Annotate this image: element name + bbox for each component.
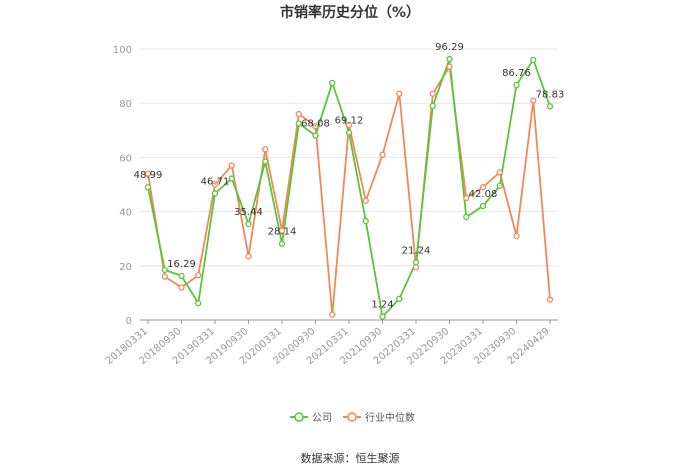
data-point	[161, 273, 168, 280]
x-axis: 2018033120180930201903312019093020200331…	[104, 319, 558, 367]
data-point	[479, 202, 487, 210]
data-point	[546, 103, 554, 110]
data-label: 69.12	[335, 116, 364, 127]
y-tick-label: 20	[119, 262, 132, 273]
data-label: 1.24	[371, 300, 393, 311]
data-label: 96.29	[435, 42, 464, 53]
chart-title: 市销率历史分位（%）	[280, 4, 420, 21]
data-point	[463, 194, 470, 202]
data-point	[345, 129, 353, 136]
data-point	[329, 311, 336, 318]
data-point	[262, 158, 269, 165]
data-point	[379, 151, 386, 158]
data-label: 42.08	[469, 189, 498, 200]
data-point	[429, 90, 436, 97]
data-labels: 48.99 16.29 46.71 35.44 28.14 68.08 69.12 1.24 2…	[134, 42, 565, 311]
data-point	[278, 227, 286, 234]
data-point	[144, 170, 152, 177]
data-point	[396, 295, 403, 303]
data-point	[496, 169, 503, 176]
series-points	[144, 55, 554, 320]
y-axis: 0 20 40 60 80 100	[113, 45, 132, 327]
data-point	[396, 90, 403, 97]
data-point	[496, 182, 503, 190]
data-point	[278, 240, 286, 247]
data-point	[530, 97, 537, 104]
data-point	[362, 217, 369, 225]
data-point	[228, 175, 235, 182]
data-label: 21.24	[402, 245, 431, 256]
data-point	[412, 259, 420, 266]
y-tick-label: 0	[126, 316, 132, 327]
data-label: 35.44	[234, 207, 263, 218]
legend-label: 公司	[312, 413, 332, 424]
data-label: 86.76	[502, 68, 531, 79]
data-label: 16.29	[167, 259, 196, 270]
data-point	[245, 253, 252, 260]
data-point	[446, 63, 453, 70]
data-point	[245, 220, 252, 228]
data-point	[295, 120, 302, 127]
y-tick-label: 80	[119, 99, 132, 110]
data-point	[546, 296, 554, 303]
data-point	[362, 197, 369, 204]
data-point	[178, 272, 185, 280]
data-label: 46.71	[201, 176, 230, 187]
data-point	[530, 56, 537, 63]
data-point	[262, 146, 269, 153]
data-label: 48.99	[134, 170, 163, 181]
data-point	[211, 190, 219, 197]
series-line-0	[147, 57, 551, 319]
data-label: 28.14	[268, 227, 297, 238]
data-point	[144, 184, 152, 191]
data-label: 78.83	[536, 89, 565, 100]
data-point	[479, 184, 487, 191]
data-point	[195, 300, 202, 307]
source-note: 数据来源：恒生聚源	[301, 451, 400, 465]
data-point	[195, 272, 202, 279]
data-point	[379, 313, 386, 320]
data-point	[161, 266, 168, 274]
y-tick-label: 60	[119, 153, 132, 164]
data-point	[429, 102, 436, 110]
legend-swatch-marker	[294, 412, 304, 422]
data-point	[295, 110, 302, 118]
data-point	[513, 232, 520, 240]
y-tick-label: 100	[113, 45, 132, 56]
legend[interactable]: 公司 行业中位数	[290, 411, 415, 424]
legend-item-0[interactable]: 公司	[290, 412, 332, 424]
data-point	[178, 284, 185, 291]
data-point	[211, 181, 219, 188]
data-point	[463, 213, 470, 221]
y-tick-label: 40	[119, 208, 132, 219]
legend-item-1[interactable]: 行业中位数	[343, 411, 415, 424]
legend-swatch-marker	[347, 412, 357, 422]
data-point	[345, 121, 353, 129]
data-point	[228, 162, 235, 169]
legend-label: 行业中位数	[365, 411, 415, 424]
data-point	[312, 132, 319, 139]
data-point	[513, 81, 520, 89]
data-label: 68.08	[301, 119, 330, 130]
data-point	[312, 123, 319, 130]
series-lines	[147, 57, 551, 319]
data-point	[329, 79, 336, 87]
data-point	[446, 55, 453, 63]
